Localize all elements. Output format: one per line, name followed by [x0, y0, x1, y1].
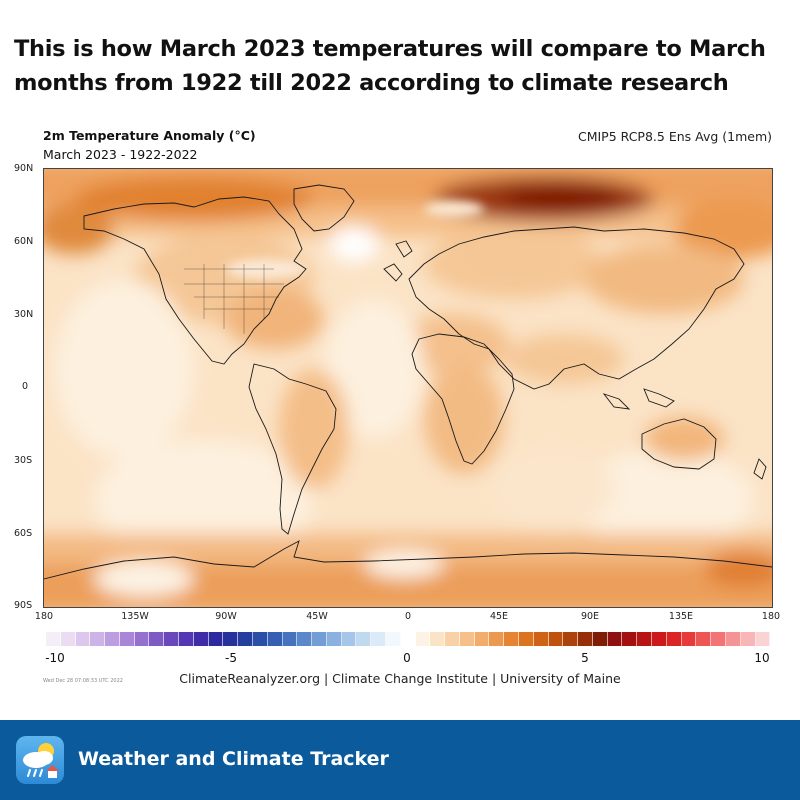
colorbar-swatch	[238, 632, 253, 646]
colorbar-swatch	[223, 632, 239, 646]
lon-label-45e: 45E	[489, 611, 509, 622]
lat-label-60n: 60N	[14, 236, 34, 247]
colorbar-swatch	[519, 632, 534, 646]
colorbar-swatch	[504, 632, 519, 646]
colorbar-swatch	[105, 632, 120, 646]
colorbar-swatch	[267, 632, 283, 646]
colorbar-swatch	[755, 632, 771, 646]
colorbar-swatch	[637, 632, 653, 646]
colorbar-swatch	[134, 632, 150, 646]
map-title: 2m Temperature Anomaly (°C)	[43, 128, 256, 143]
colorbar-swatch	[252, 632, 268, 646]
colorbar-swatch	[60, 632, 76, 646]
app-name: Weather and Climate Tracker	[78, 748, 389, 770]
colorbar-swatch	[711, 632, 726, 646]
colorbar-swatch	[740, 632, 756, 646]
colorbar-swatch	[164, 632, 180, 646]
lon-label-180e: 180	[761, 611, 781, 622]
colorbar-swatch	[75, 632, 91, 646]
colorbar-swatch	[681, 632, 697, 646]
headline: This is how March 2023 temperatures will…	[14, 32, 794, 100]
colorbar-swatch	[607, 632, 623, 646]
colorbar-swatch	[356, 632, 372, 646]
lon-label-90w: 90W	[215, 611, 237, 622]
map-period: March 2023 - 1922-2022	[43, 147, 198, 162]
colorbar-tick-minus-5: -5	[225, 651, 237, 665]
lon-label-0: 0	[404, 611, 412, 622]
colorbar-swatch	[430, 632, 446, 646]
lat-label-90n: 90N	[14, 163, 34, 174]
weather-cloud-icon	[16, 736, 64, 784]
source-credit: ClimateReanalyzer.org | Climate Change I…	[179, 671, 621, 686]
colorbar-swatch	[119, 632, 135, 646]
footer-bar	[0, 720, 800, 800]
colorbar-swatch	[326, 632, 342, 646]
lat-label-equator: 0	[22, 381, 29, 392]
colorbar-swatch	[282, 632, 298, 646]
lon-label-180w: 180	[34, 611, 54, 622]
lat-label-60s: 60S	[14, 528, 33, 539]
colorbar-swatch	[312, 632, 327, 646]
colorbar-swatch	[415, 632, 431, 646]
colorbar-swatch	[371, 632, 386, 646]
colorbar-swatch	[696, 632, 712, 646]
colorbar-swatch	[90, 632, 106, 646]
colorbar-swatch	[297, 632, 313, 646]
colorbar-swatch	[459, 632, 475, 646]
colorbar-tick-0: 0	[403, 651, 411, 665]
lon-label-135w: 135W	[121, 611, 149, 622]
lat-label-90s: 90S	[14, 600, 33, 611]
lon-label-90e: 90E	[580, 611, 600, 622]
colorbar-swatch	[548, 632, 564, 646]
colorbar	[46, 632, 771, 646]
lat-label-30n: 30N	[14, 309, 34, 320]
colorbar-swatch	[622, 632, 638, 646]
colorbar-swatch	[400, 632, 416, 646]
colorbar-swatch	[46, 632, 61, 646]
lon-label-45w: 45W	[306, 611, 328, 622]
generation-timestamp: Wed Dec 28 07:08:33 UTC 2022	[43, 678, 123, 684]
colorbar-swatch	[385, 632, 401, 646]
anomaly-map-graphic	[44, 169, 772, 607]
colorbar-swatch	[208, 632, 224, 646]
colorbar-tick-5: 5	[581, 651, 589, 665]
colorbar-swatch	[578, 632, 593, 646]
colorbar-swatch	[652, 632, 667, 646]
coastlines	[44, 184, 772, 580]
colorbar-swatch	[341, 632, 357, 646]
colorbar-swatch	[179, 632, 194, 646]
headline-line-2: months from 1922 till 2022 according to …	[14, 70, 729, 96]
colorbar-swatch	[474, 632, 490, 646]
colorbar-tick-minus-10: -10	[45, 651, 65, 665]
lon-label-135e: 135E	[668, 611, 694, 622]
colorbar-swatch	[592, 632, 608, 646]
colorbar-swatch	[149, 632, 165, 646]
colorbar-swatch	[193, 632, 209, 646]
colorbar-swatch	[445, 632, 460, 646]
colorbar-swatch	[533, 632, 549, 646]
map-model-label: CMIP5 RCP8.5 Ens Avg (1mem)	[577, 129, 772, 144]
colorbar-swatch	[489, 632, 505, 646]
colorbar-swatch	[725, 632, 741, 646]
temperature-anomaly-map	[43, 168, 773, 608]
colorbar-tick-10: 10	[754, 651, 770, 665]
colorbar-swatch	[666, 632, 682, 646]
lat-label-30s: 30S	[14, 455, 33, 466]
headline-line-1: This is how March 2023 temperatures will…	[14, 36, 766, 62]
colorbar-swatch	[563, 632, 579, 646]
